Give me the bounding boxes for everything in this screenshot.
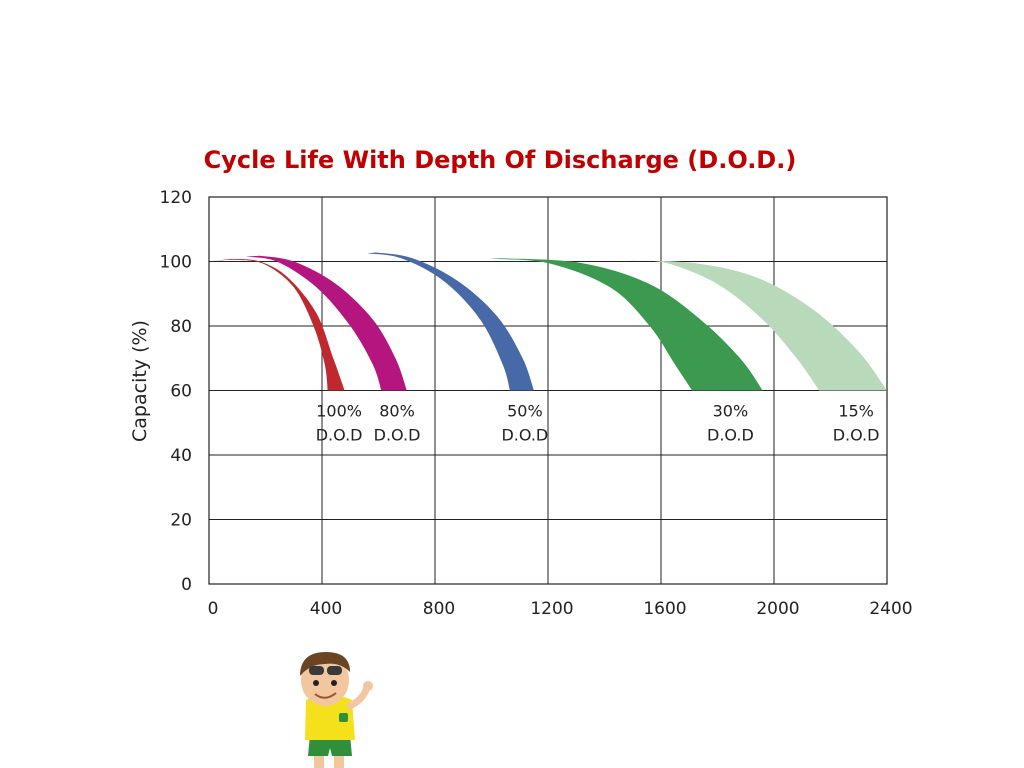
dod-band-3 xyxy=(488,258,763,391)
y-tick-label: 40 xyxy=(170,446,192,466)
y-tick-label: 0 xyxy=(181,575,192,595)
dod-label-percent: 100% xyxy=(316,402,362,421)
dod-band-1 xyxy=(245,255,407,391)
x-tick-label: 0 xyxy=(208,599,219,619)
dod-band-0 xyxy=(209,258,345,391)
dod-labels: 100% D.O.D 80% D.O.D 50% D.O.D 30% D.O.D 15% D.O.… xyxy=(316,402,880,445)
y-tick-label: 80 xyxy=(170,317,192,337)
x-tick-label: 400 xyxy=(310,599,342,619)
dod-label-percent: 80% xyxy=(379,402,415,421)
dod-label-text: D.O.D xyxy=(374,426,421,445)
y-axis-ticks: 0 20 40 60 80 100 120 xyxy=(160,188,192,595)
dod-band-2 xyxy=(367,252,534,391)
dod-label-text: D.O.D xyxy=(501,426,548,445)
dod-label-percent: 15% xyxy=(838,402,874,421)
dod-label-percent: 50% xyxy=(507,402,543,421)
dod-label-text: D.O.D xyxy=(316,426,363,445)
x-tick-label: 1600 xyxy=(643,599,686,619)
x-axis-ticks: 0 400 800 1200 1600 2000 2400 xyxy=(208,599,913,619)
dod-label-text: D.O.D xyxy=(833,426,880,445)
dod-band-4 xyxy=(627,260,887,391)
y-tick-label: 20 xyxy=(170,511,192,531)
dod-label-percent: 30% xyxy=(713,402,749,421)
y-axis-label: Capacity (%) xyxy=(129,320,151,442)
grid xyxy=(208,196,888,585)
x-tick-label: 800 xyxy=(423,599,455,619)
y-tick-label: 100 xyxy=(160,253,192,273)
dod-bands xyxy=(209,252,887,391)
y-tick-label: 60 xyxy=(170,382,192,402)
dod-label-text: D.O.D xyxy=(707,426,754,445)
x-tick-label: 2400 xyxy=(869,599,912,619)
chart-title: Cycle Life With Depth Of Discharge (D.O.… xyxy=(204,146,797,174)
cartoon-boy-illustration xyxy=(300,652,373,768)
x-tick-label: 2000 xyxy=(756,599,799,619)
y-tick-label: 120 xyxy=(160,188,192,208)
x-tick-label: 1200 xyxy=(530,599,573,619)
